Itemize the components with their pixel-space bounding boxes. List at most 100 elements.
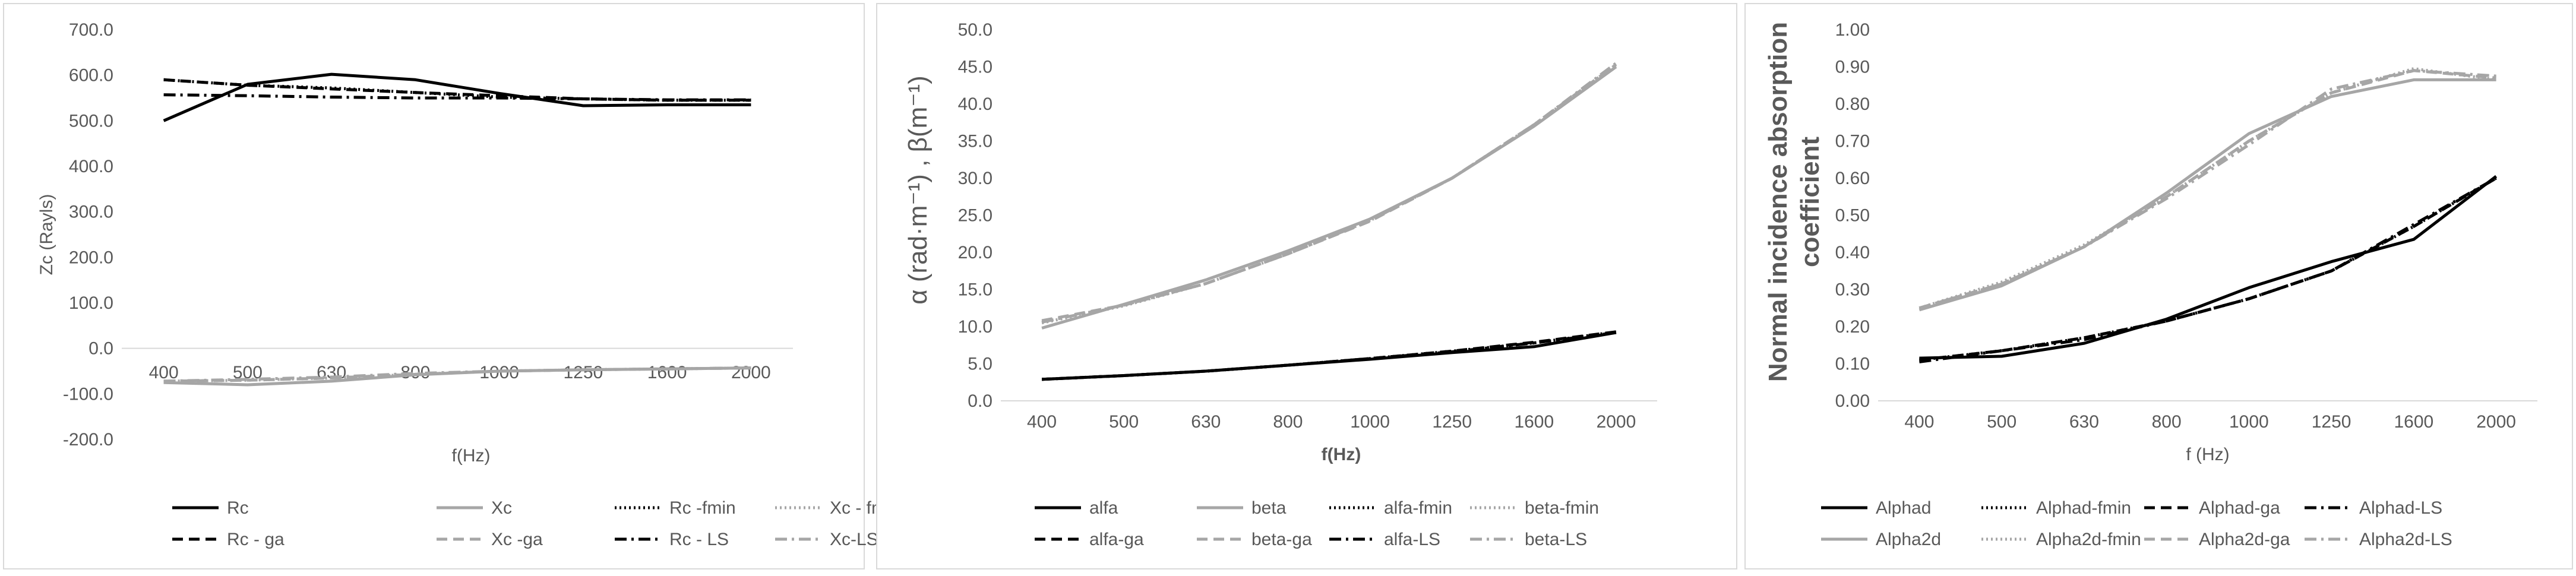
chart-frame [3,3,865,569]
y-tick-label: 15.0 [958,280,993,300]
y-tick-label: 30.0 [958,169,993,188]
series-line-xc-ls [163,366,751,383]
legend: Alphad Alphad-fmin Alphad-ga Alphad-LS Alpha… [1821,498,2452,549]
y-tick-label: 1.00 [1835,20,1870,40]
y-tick-label: 20.0 [958,243,993,262]
x-tick-label: 1250 [1432,412,1472,432]
x-tick-label: 1000 [1350,412,1390,432]
y-tick-label: 0.10 [1835,355,1870,374]
y-tick-label: -100.0 [63,384,113,404]
x-tick-label: 1250 [564,363,603,382]
legend-label: Rc - LS [669,530,729,549]
x-axis-title: f(Hz) [452,446,491,466]
y-tick-label: 0.30 [1835,280,1870,300]
series-line-alphad [1919,175,2498,360]
x-tick-label: 1600 [2394,412,2434,432]
legend-label: Alphad-LS [2359,498,2442,518]
legend-label: beta-LS [1525,530,1587,549]
legend-label: Alphad-ga [2199,498,2280,518]
y-axis-title: Zc (Rayls) [37,194,56,276]
legend: alfa beta alfa-fmin beta-fmin alfa-ga beta-ga… [1035,498,1599,549]
y-tick-label: 300.0 [69,202,113,222]
x-tick-label: 2000 [731,363,771,382]
chart-absorption: 0.00 0.10 0.20 0.30 0.40 0.50 0.60 0.70 0.80 0.90… [1744,3,2573,569]
y-tick-label: 0.0 [968,391,993,411]
x-tick-label: 500 [1987,412,2016,432]
y-tick-label: 50.0 [958,20,993,40]
y-tick-label: 45.0 [958,58,993,77]
y-axis-title-line: Normal incidence absorption [1763,22,1793,382]
x-tick-label: 1600 [647,363,687,382]
x-axis-title: f(Hz) [1322,445,1361,464]
series-line-rc-ga [163,78,751,102]
legend-label: beta-ga [1251,530,1312,549]
legend-label: Rc -fmin [669,498,736,518]
legend-label: beta-fmin [1525,498,1599,518]
y-tick-label: 0.0 [88,339,113,359]
y-tick-label: 500.0 [69,111,113,131]
y-tick-label: -200.0 [63,430,113,450]
legend-label: beta [1251,498,1287,518]
chart-impedance: -200.0 -100.0 0.0 100.0 200.0 300.0 400.0 500.0… [3,3,900,569]
legend-label: Xc [491,498,512,518]
chart-frame [876,3,1737,569]
y-tick-label: 0.40 [1835,243,1870,262]
legend-label: Alpha2d-ga [2199,530,2290,549]
legend-label: alfa-LS [1384,530,1440,549]
y-tick-label: 600.0 [69,66,113,86]
legend-label: Rc [227,498,249,518]
series-line-alpha2d-fmin [1918,67,2496,310]
y-tick-label: 0.80 [1835,94,1870,114]
y-tick-label: 0.50 [1835,206,1870,226]
legend-label: Alphad [1876,498,1931,518]
legend-label: alfa [1089,498,1118,518]
legend-label: Xc-LS [830,530,878,549]
y-tick-label: 0.60 [1835,169,1870,188]
y-axis-title: Normal incidence absorption coefficient [1763,22,1825,382]
series-line-alfa-ls [1041,331,1617,381]
legend-label: Alpha2d [1876,530,1941,549]
y-tick-label: 5.0 [968,355,993,374]
series-line-xc-ga [163,366,751,383]
x-axis-title: f (Hz) [2186,445,2229,464]
y-tick-label: 400.0 [69,157,113,176]
chart-frame [1744,3,2573,569]
x-tick-label: 2000 [2476,412,2516,432]
y-axis-title-line: coefficient [1796,137,1825,267]
x-tick-label: 400 [149,363,179,382]
legend-label: alfa-ga [1089,530,1144,549]
x-tick-label: 800 [1273,412,1303,432]
series-line-beta-ls [1041,62,1617,324]
y-tick-label: 200.0 [69,248,113,267]
legend-label: Alpha2d-LS [2359,530,2452,549]
y-axis-title: α (rad·m⁻¹) , β(m⁻¹) [903,75,933,305]
y-tick-label: 100.0 [69,293,113,313]
y-tick-label: 25.0 [958,206,993,226]
y-tick-label: 700.0 [69,20,113,40]
legend-label: Xc -ga [491,530,543,549]
y-tick-label: 40.0 [958,94,993,114]
x-tick-label: 800 [2152,412,2182,432]
y-tick-label: 35.0 [958,132,993,151]
x-tick-label: 1000 [2229,412,2269,432]
y-tick-label: 0.20 [1835,317,1870,337]
series-line-alpha2d-ls [1918,69,2496,310]
legend-label: Alpha2d-fmin [2036,530,2141,549]
x-tick-label: 500 [1109,412,1139,432]
series-line-rc [163,72,751,122]
y-tick-label: 0.90 [1835,58,1870,77]
y-tick-label: 0.00 [1835,391,1870,411]
series-line-beta-ga [1041,63,1617,322]
x-tick-label: 630 [2069,412,2099,432]
legend-label: Rc - ga [227,530,285,549]
x-tick-label: 400 [1027,412,1057,432]
series-line-rc-ls [163,93,751,102]
x-tick-label: 1600 [1514,412,1554,432]
x-tick-label: 2000 [1597,412,1636,432]
series-line-alphad-ls [1919,176,2497,363]
legend-label: alfa-fmin [1384,498,1452,518]
x-tick-label: 1250 [2312,412,2351,432]
x-tick-label: 630 [1191,412,1221,432]
